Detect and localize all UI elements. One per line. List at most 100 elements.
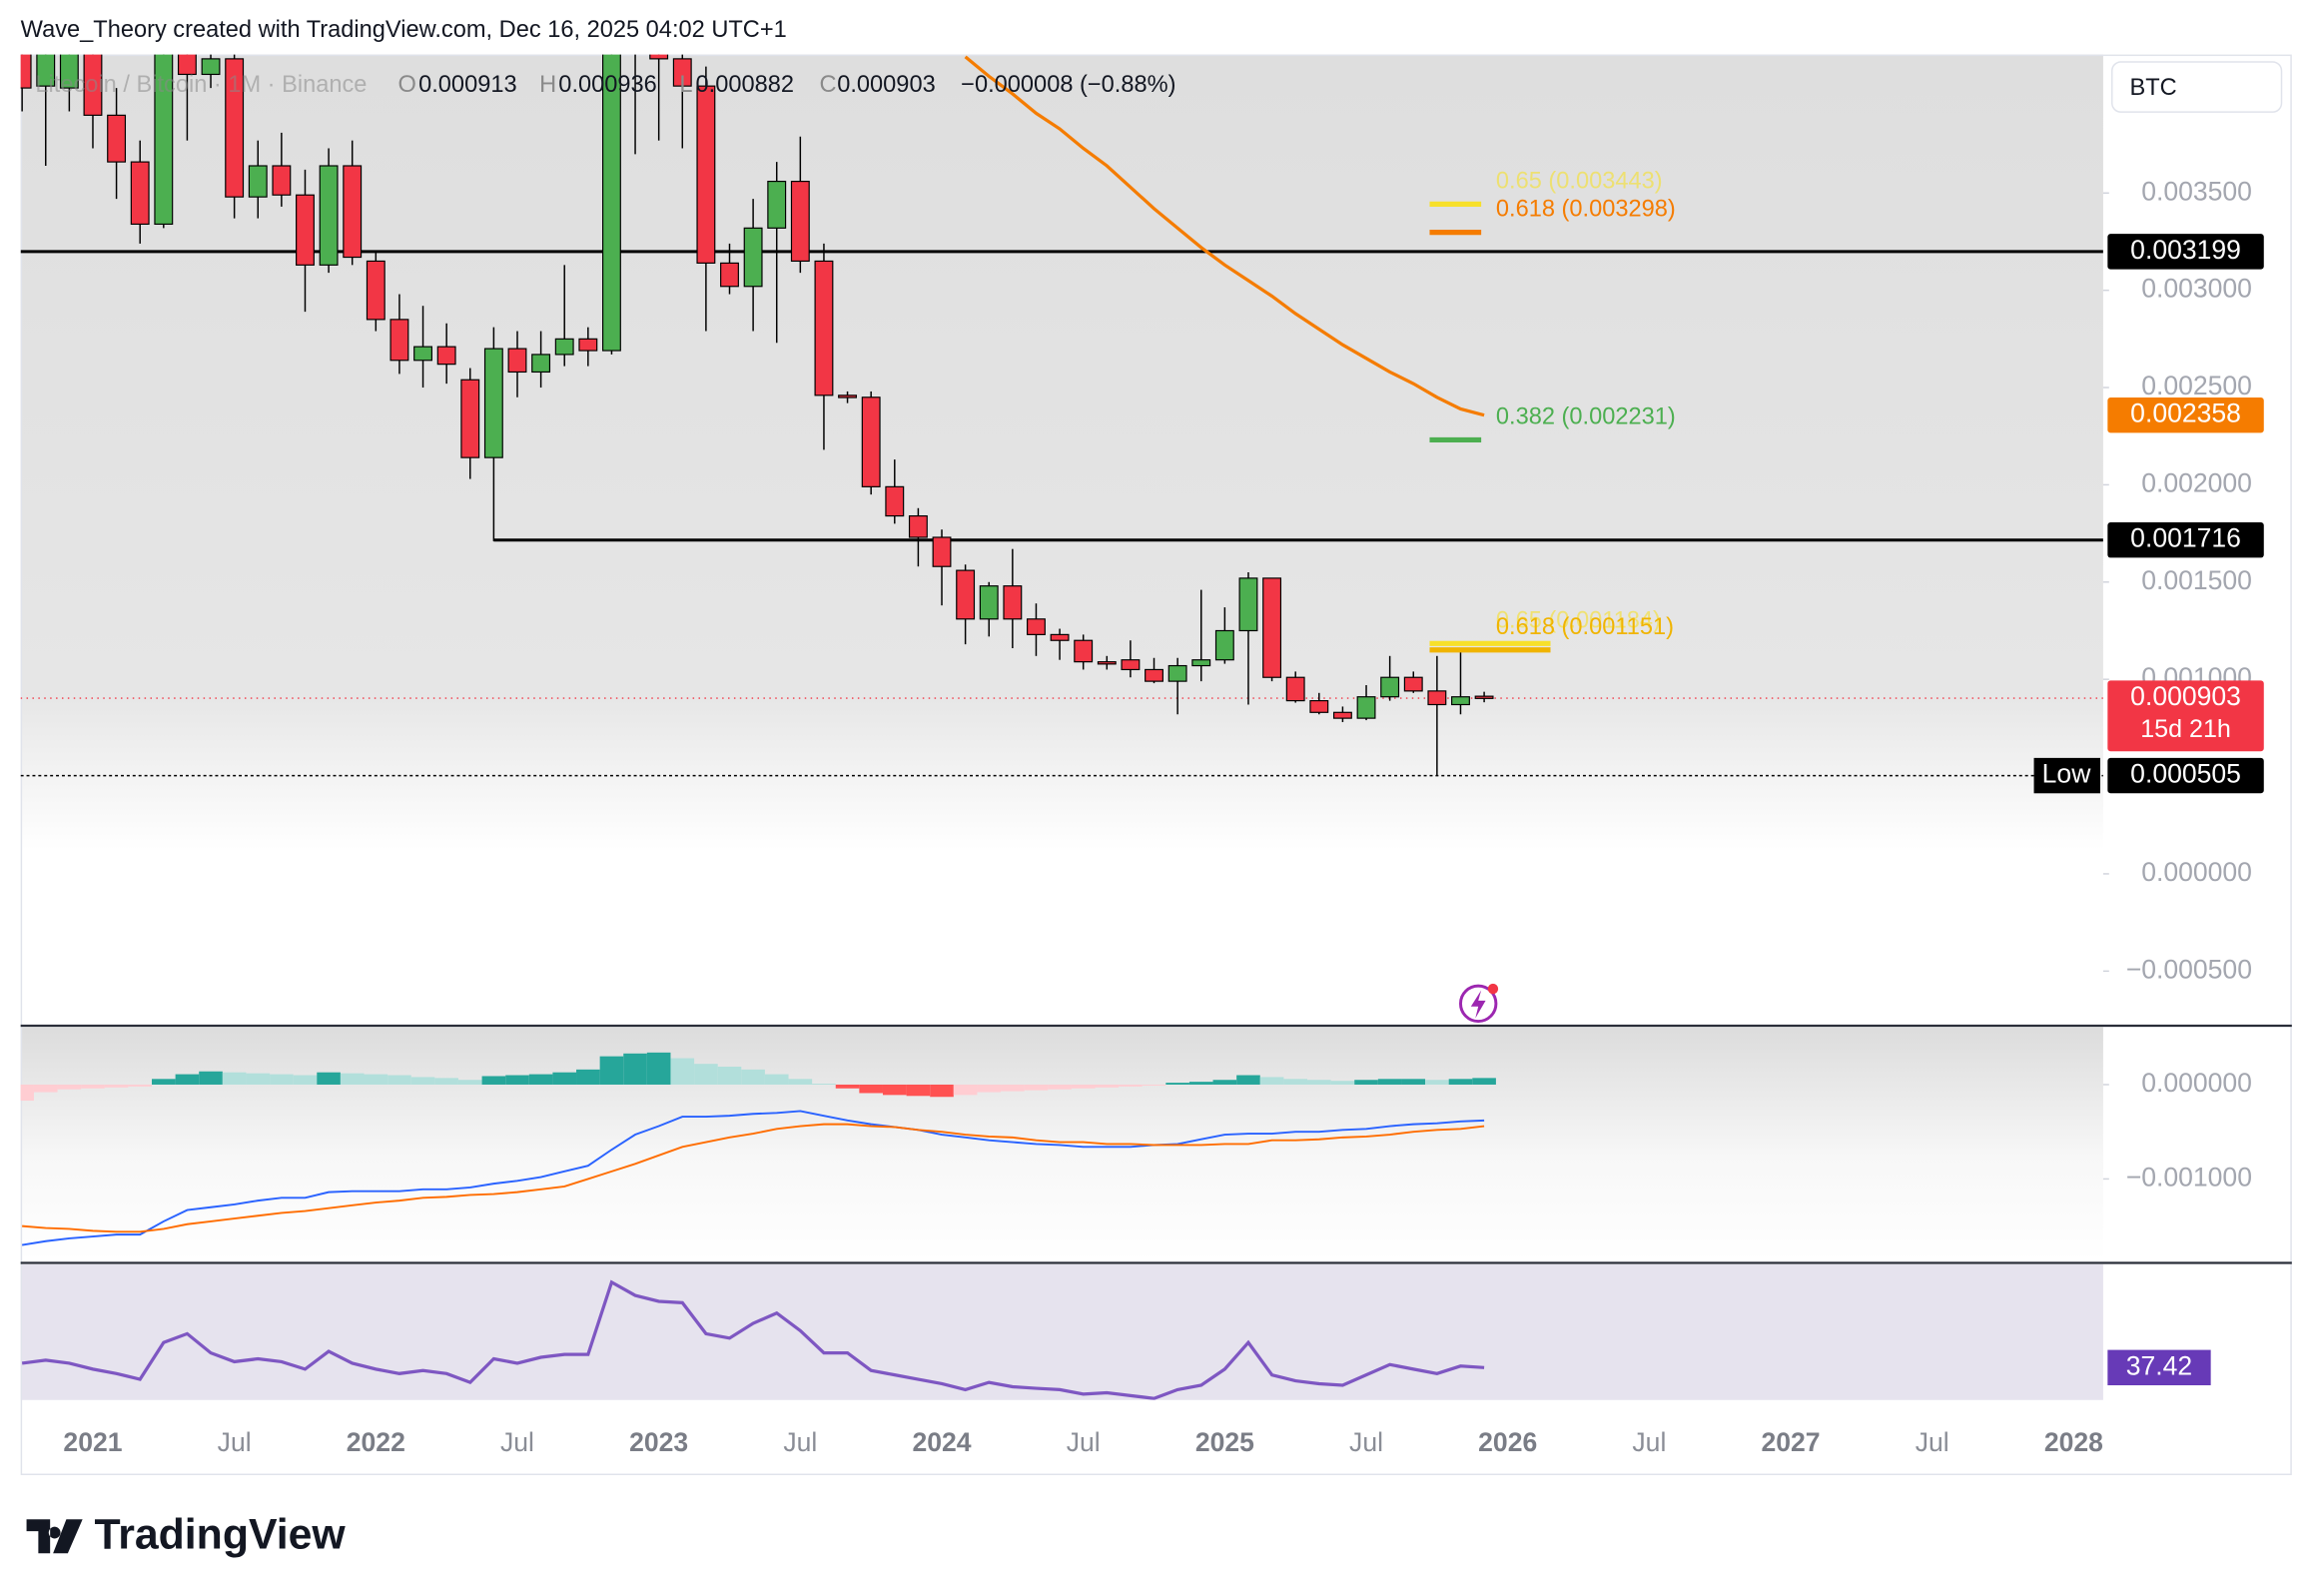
histogram-bar — [576, 1069, 600, 1085]
rsi-plot — [21, 1279, 1485, 1400]
legend-key: C — [820, 72, 837, 98]
candle-body — [59, 54, 79, 89]
candle-body — [1309, 700, 1329, 713]
candle-body — [20, 54, 32, 89]
histogram-bar — [434, 1078, 458, 1085]
histogram-bar — [20, 1084, 34, 1102]
moving-average — [964, 55, 1485, 417]
alert-dot — [1487, 983, 1499, 995]
legend-key: H — [539, 72, 556, 98]
candle-body — [36, 54, 56, 87]
candle-body — [932, 536, 952, 567]
x-tick-label: 2021 — [63, 1427, 122, 1457]
histogram-bar — [599, 1056, 624, 1085]
currency-label[interactable]: BTC — [2129, 75, 2176, 101]
histogram-bar — [953, 1084, 978, 1096]
candle-body — [743, 227, 763, 288]
legend-close: 0.000903 — [837, 72, 935, 98]
y-tick-label: 0.003500 — [2141, 176, 2252, 206]
histogram-bar — [293, 1075, 318, 1085]
candle-body — [413, 346, 432, 362]
histogram-bar — [1212, 1080, 1237, 1085]
histogram-bar — [528, 1074, 553, 1085]
candle-body — [1145, 668, 1163, 682]
fib-label: 0.65 (0.001184) — [1496, 607, 1661, 633]
histogram-bar — [1236, 1075, 1260, 1085]
histogram-bar — [1354, 1080, 1378, 1085]
x-tick-label: Jul — [500, 1427, 534, 1457]
candle-body — [979, 585, 999, 620]
candle-body — [696, 85, 716, 264]
histogram-bar — [788, 1079, 813, 1085]
symbol: Litecoin / Bitcoin · 1M · Binance — [35, 72, 367, 98]
logo-mark — [26, 1519, 83, 1554]
candle-body — [1003, 585, 1023, 620]
histogram-bar — [717, 1067, 742, 1085]
histogram-bar — [1425, 1080, 1449, 1085]
candle-body — [885, 485, 905, 517]
candle-body — [1451, 696, 1470, 706]
histogram-bar — [1119, 1084, 1143, 1087]
candle-body — [720, 262, 739, 288]
histogram-bar — [835, 1084, 860, 1089]
level-label: 0.001716 — [2130, 523, 2241, 553]
histogram-bar — [741, 1069, 765, 1085]
candle-body — [1050, 633, 1070, 641]
candle-body — [838, 395, 858, 399]
legend-key: O — [397, 72, 415, 98]
alert-ring[interactable] — [1459, 984, 1498, 1024]
alert-icon[interactable] — [1459, 983, 1499, 1024]
low-tag-box — [2033, 757, 2100, 794]
x-tick-label: 2023 — [629, 1427, 688, 1457]
candle-body — [1074, 639, 1094, 663]
fib-label: 0.618 (0.003298) — [1496, 197, 1676, 223]
histogram-bar — [812, 1084, 836, 1085]
candle-body — [1403, 676, 1423, 692]
y-tick-label: 0.002000 — [2141, 467, 2252, 497]
histogram-bar — [1024, 1084, 1049, 1091]
histogram-bar — [1259, 1077, 1284, 1085]
histogram-bar — [930, 1084, 954, 1098]
histogram-bar — [1283, 1079, 1308, 1085]
ma-label: 0.002358 — [2130, 399, 2241, 428]
histogram-bar — [1307, 1080, 1331, 1085]
candle-body — [1191, 659, 1211, 667]
candle-body — [767, 180, 787, 229]
x-tick-label: Jul — [783, 1427, 817, 1457]
candle-body — [1332, 711, 1352, 719]
legend: Litecoin / Bitcoin · 1M · Binance O 0.00… — [35, 72, 1175, 98]
currency-button-box[interactable] — [2111, 61, 2283, 113]
price-label: 0.000903 — [2130, 681, 2241, 711]
candle-body — [1380, 676, 1400, 698]
candle-body — [154, 54, 174, 226]
histogram-bar — [222, 1072, 247, 1085]
candle-body — [1121, 659, 1141, 671]
rsi-pane — [20, 1264, 2103, 1400]
histogram-bar — [457, 1080, 482, 1085]
candle-body — [1167, 664, 1187, 682]
macd-line — [21, 1110, 1485, 1246]
candle-body — [366, 260, 385, 321]
currency-button[interactable]: BTC — [2111, 61, 2283, 113]
candle-body — [83, 54, 103, 116]
candle-body — [531, 354, 551, 374]
candle-body — [1262, 577, 1282, 678]
candle-body — [483, 348, 503, 458]
histogram-bar — [1401, 1079, 1426, 1085]
x-tick-label: 2027 — [1762, 1427, 1821, 1457]
histogram-bar — [387, 1075, 411, 1085]
candle-body — [649, 54, 669, 60]
level-label-box — [2107, 234, 2264, 270]
histogram-bar — [1001, 1084, 1025, 1092]
legend-high: 0.000936 — [558, 72, 656, 98]
candle-body — [177, 54, 197, 76]
macd-plot — [20, 1052, 1496, 1246]
attribution: Wave_Theory created with TradingView.com… — [21, 17, 787, 43]
x-tick-label: Jul — [1632, 1427, 1666, 1457]
histogram-bar — [505, 1075, 529, 1085]
alert-bolt[interactable] — [1470, 990, 1486, 1019]
x-tick-label: Jul — [1916, 1427, 1949, 1457]
x-tick-label: 2028 — [2044, 1427, 2103, 1457]
histogram-bar — [410, 1077, 435, 1085]
candle-body — [460, 379, 480, 458]
